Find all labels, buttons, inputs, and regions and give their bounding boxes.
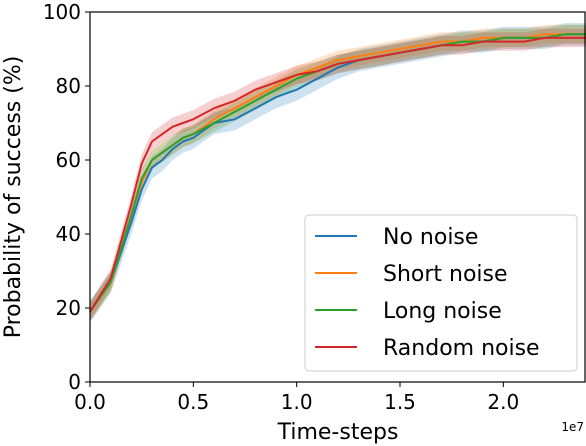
y-tick-label-4: 80 — [56, 74, 81, 98]
x-tick-label-4: 2.0 — [487, 390, 519, 414]
y-tick-label-0: 0 — [68, 370, 81, 394]
series-line-3 — [89, 36, 586, 313]
y-tick-label-2: 40 — [56, 222, 81, 246]
legend: No noise Short noise Long noise Random nois… — [304, 214, 578, 372]
x-tick-label-3: 1.5 — [384, 390, 416, 414]
y-tick-label-3: 60 — [56, 148, 81, 172]
x-axis-label: Time-steps — [277, 420, 399, 445]
y-axis: 0 20 40 60 80 100 — [43, 0, 90, 394]
x-tick-label-0: 0.0 — [74, 390, 106, 414]
legend-label-1: Short noise — [383, 262, 508, 287]
legend-label-3: Random noise — [383, 336, 540, 361]
legend-label-2: Long noise — [383, 299, 502, 324]
series-line-2 — [89, 33, 586, 313]
x-tick-label-2: 1.0 — [281, 390, 313, 414]
series-lines — [89, 33, 586, 313]
x-axis-offset-label: 1e7 — [561, 420, 584, 434]
y-tick-label-1: 20 — [56, 296, 81, 320]
x-axis: 0.0 0.5 1.0 1.5 2.0 — [74, 382, 519, 414]
y-axis-label: Probability of success (%) — [1, 56, 26, 339]
y-tick-label-5: 100 — [43, 0, 81, 24]
confidence-bands — [90, 23, 586, 323]
plot-frame — [89, 11, 586, 383]
legend-label-0: No noise — [383, 225, 478, 250]
band-3 — [90, 28, 586, 321]
x-tick-label-1: 0.5 — [177, 390, 209, 414]
legend-box — [304, 214, 578, 372]
